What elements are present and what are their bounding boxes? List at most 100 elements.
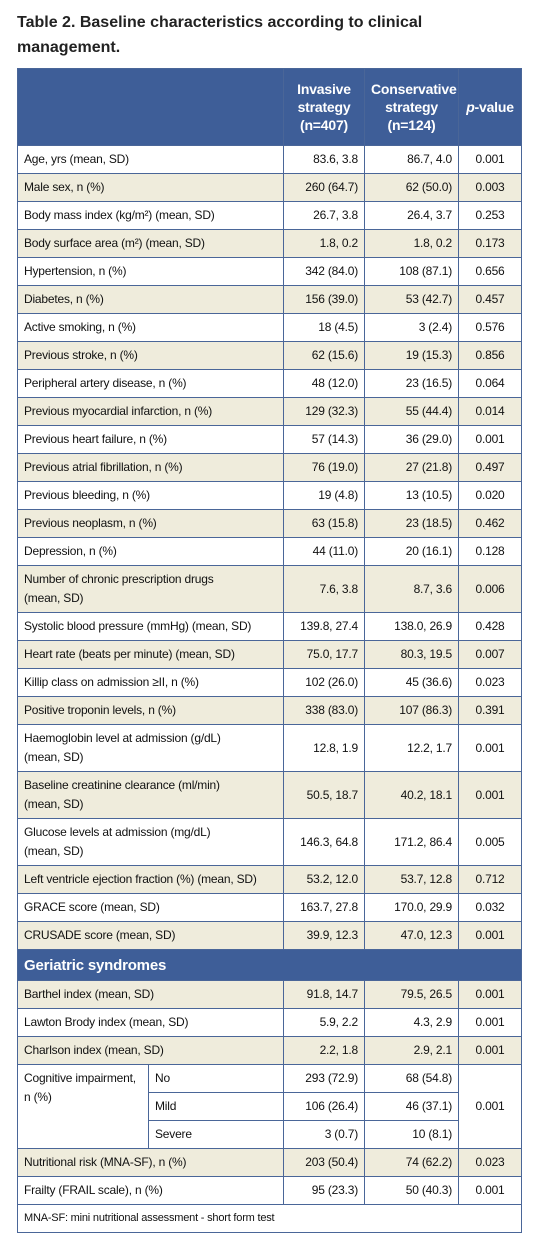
invasive-cell: 342 (84.0) (283, 257, 365, 286)
row-label-line: Previous myocardial infarction, n (%) (24, 404, 213, 418)
footnote-row: MNA-SF: mini nutritional assessment - sh… (17, 1204, 522, 1233)
p-value-cell: 0.128 (458, 537, 522, 566)
p-value-cell: 0.576 (458, 313, 522, 342)
conservative-cell: 171.2, 86.4 (364, 818, 459, 866)
section-title: Geriatric syndromes (17, 949, 522, 981)
row-label: Number of chronic prescription drugs (mea… (17, 565, 284, 613)
conservative-cell: 79.5, 26.5 (364, 980, 459, 1009)
conservative-cell: 3 (2.4) (364, 313, 459, 342)
table-row: Glucose levels at admission (mg/dL) (mean… (17, 818, 522, 866)
conservative-cell: 19 (15.3) (364, 341, 459, 370)
table-row: Frailty (FRAIL scale), n (%) 95 (23.3) 50 … (17, 1176, 522, 1205)
p-value-cell: 0.173 (458, 229, 522, 258)
table-row: Heart rate (beats per minute) (mean, SD)… (17, 640, 522, 669)
invasive-cell: 102 (26.0) (283, 668, 365, 697)
conservative-cell: 27 (21.8) (364, 453, 459, 482)
row-label-line: Peripheral artery disease, n (%) (24, 376, 187, 390)
invasive-cell: 12.8, 1.9 (283, 724, 365, 772)
row-label-line: Previous atrial fibrillation, n (%) (24, 460, 183, 474)
header-blank (17, 68, 284, 146)
header-invasive: Invasive strategy (n=407) (283, 68, 365, 146)
row-label: Previous bleeding, n (%) (17, 481, 284, 510)
p-value-cell: 0.253 (458, 201, 522, 230)
p-value-cell: 0.712 (458, 865, 522, 894)
table-row: Left ventricle ejection fraction (%) (me… (17, 865, 522, 894)
table-row: Previous heart failure, n (%) 57 (14.3) 36… (17, 425, 522, 454)
invasive-cell: 26.7, 3.8 (283, 201, 365, 230)
table-row: Previous atrial fibrillation, n (%) 76 (1… (17, 453, 522, 482)
row-label-line: Previous neoplasm, n (%) (24, 516, 157, 530)
conservative-cell: 23 (16.5) (364, 369, 459, 398)
row-label-line: Hypertension, n (%) (24, 264, 127, 278)
conservative-cell: 47.0, 12.3 (364, 921, 459, 950)
conservative-cell: 23 (18.5) (364, 509, 459, 538)
row-label: Previous heart failure, n (%) (17, 425, 284, 454)
invasive-cell: 39.9, 12.3 (283, 921, 365, 950)
conservative-cell: 62 (50.0) (364, 173, 459, 202)
invasive-cell: 156 (39.0) (283, 285, 365, 314)
table-row: Previous bleeding, n (%) 19 (4.8) 13 (10.5… (17, 481, 522, 510)
table-row: Hypertension, n (%) 342 (84.0) 108 (87.1) 0… (17, 257, 522, 286)
conservative-cell: 107 (86.3) (364, 696, 459, 725)
p-value-cell: 0.001 (458, 980, 522, 1009)
p-value-cell: 0.001 (458, 1036, 522, 1065)
p-value-cell: 0.001 (458, 1008, 522, 1037)
p-value-cell: 0.457 (458, 285, 522, 314)
row-label: Heart rate (beats per minute) (mean, SD) (17, 640, 284, 669)
conservative-cell: 8.7, 3.6 (364, 565, 459, 613)
conservative-cell: 40.2, 18.1 (364, 771, 459, 819)
header-conservative: Conservative strategy (n=124) (364, 68, 459, 146)
table-row: Previous stroke, n (%) 62 (15.6) 19 (15.3)… (17, 341, 522, 370)
row-label-line: Barthel index (mean, SD) (24, 987, 154, 1001)
row-label-line: (mean, SD) (24, 844, 84, 858)
row-label-line: Age, yrs (mean, SD) (24, 152, 129, 166)
invasive-cell: 62 (15.6) (283, 341, 365, 370)
row-label: Previous atrial fibrillation, n (%) (17, 453, 284, 482)
table-row: Cognitive impairment, n (%) No 293 (72.9) 68… (17, 1064, 522, 1149)
section-row: Geriatric syndromes (17, 949, 522, 981)
invasive-cell: 57 (14.3) (283, 425, 365, 454)
table-row: Age, yrs (mean, SD) 83.6, 3.8 86.7, 4.0 0.0… (17, 145, 522, 174)
invasive-cell: 91.8, 14.7 (283, 980, 365, 1009)
header-line: Invasive (297, 81, 351, 97)
row-label-line: Number of chronic prescription drugs (24, 572, 214, 586)
row-label: Haemoglobin level at admission (g/dL) (me… (17, 724, 284, 772)
p-value-cell: 0.001 (458, 425, 522, 454)
invasive-cell: 76 (19.0) (283, 453, 365, 482)
row-label-line: Killip class on admission ≥II, n (%) (24, 675, 199, 689)
level-label: Severe (148, 1120, 284, 1149)
row-label: Baseline creatinine clearance (ml/min) (m… (17, 771, 284, 819)
conservative-cell: 74 (62.2) (364, 1148, 459, 1177)
row-label-line: Frailty (FRAIL scale), n (%) (24, 1183, 163, 1197)
invasive-cell: 19 (4.8) (283, 481, 365, 510)
level-label: Mild (148, 1092, 284, 1121)
table-row: Systolic blood pressure (mmHg) (mean, SD… (17, 612, 522, 641)
table-row: Body mass index (kg/m²) (mean, SD) 26.7, … (17, 201, 522, 230)
invasive-cell: 44 (11.0) (283, 537, 365, 566)
row-label: Nutritional risk (MNA-SF), n (%) (17, 1148, 284, 1177)
invasive-cell: 203 (50.4) (283, 1148, 365, 1177)
p-value-cell: 0.001 (458, 724, 522, 772)
p-value-cell: 0.032 (458, 893, 522, 922)
invasive-cell: 146.3, 64.8 (283, 818, 365, 866)
table-row: Diabetes, n (%) 156 (39.0) 53 (42.7) 0.457 (17, 285, 522, 314)
conservative-cell: 86.7, 4.0 (364, 145, 459, 174)
invasive-cell: 1.8, 0.2 (283, 229, 365, 258)
table-row: Nutritional risk (MNA-SF), n (%) 203 (50.… (17, 1148, 522, 1177)
p-value-cell: 0.001 (458, 1176, 522, 1205)
p-value-cell: 0.020 (458, 481, 522, 510)
header-line: strategy (297, 99, 351, 115)
conservative-cell: 36 (29.0) (364, 425, 459, 454)
p-value-cell: 0.001 (458, 145, 522, 174)
p-value-cell: 0.014 (458, 397, 522, 426)
table-row: Positive troponin levels, n (%) 338 (83.0… (17, 696, 522, 725)
row-label-line: Body mass index (kg/m²) (mean, SD) (24, 208, 215, 222)
title-line: Table 2. Baseline characteristics accord… (17, 14, 423, 31)
row-label-line: Glucose levels at admission (mg/dL) (24, 825, 211, 839)
conservative-cell: 2.9, 2.1 (364, 1036, 459, 1065)
invasive-cell: 48 (12.0) (283, 369, 365, 398)
row-label: Male sex, n (%) (17, 173, 284, 202)
row-label-line: Lawton Brody index (mean, SD) (24, 1015, 189, 1029)
row-label: Charlson index (mean, SD) (17, 1036, 284, 1065)
